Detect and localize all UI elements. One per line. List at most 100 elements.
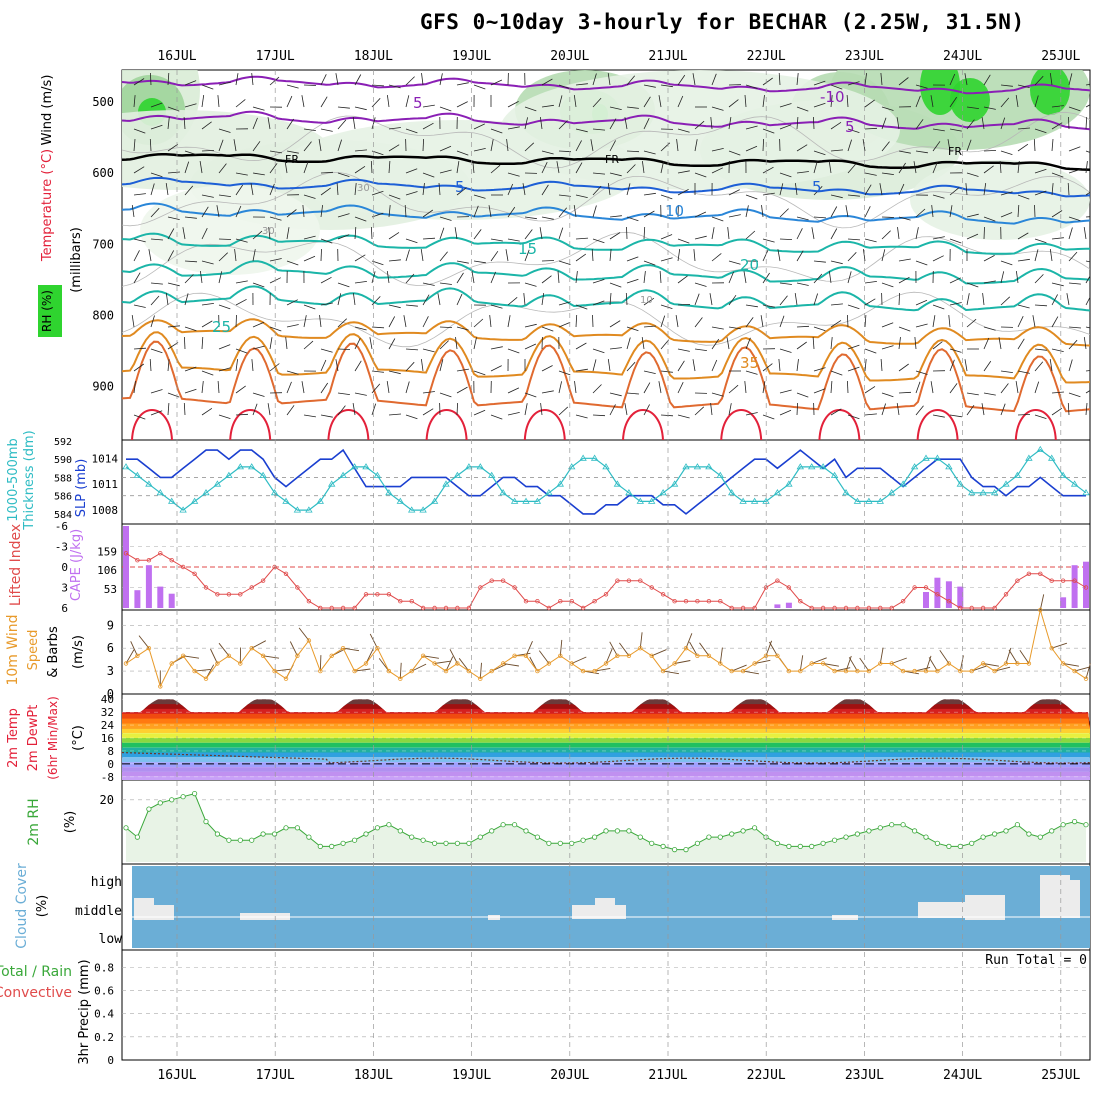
wind-barb (371, 403, 377, 416)
wind10-point (1038, 607, 1043, 613)
wind-barb (235, 172, 248, 176)
wind-barb (337, 405, 346, 416)
wind-barb (454, 227, 458, 240)
rh2m-point (831, 837, 838, 843)
slp-point (179, 506, 187, 513)
rh2m-point (169, 797, 175, 803)
slp-point (819, 463, 827, 470)
wind-barb (369, 337, 373, 350)
wind-barb (796, 171, 809, 174)
wind-barb (201, 150, 215, 152)
slp-point (556, 480, 565, 487)
wind-barb (218, 238, 232, 240)
wind-barb (575, 314, 578, 328)
wind-barb (218, 271, 223, 284)
rh2m-point (569, 840, 575, 846)
lifted-index-point (786, 585, 792, 590)
wind-barb (218, 367, 231, 372)
wind-barb (898, 216, 911, 221)
lifted-index-point (683, 599, 689, 604)
wind-barb (660, 304, 673, 309)
cape-bar (1071, 565, 1078, 608)
isotherm-3 (122, 176, 1090, 198)
li-tick: -3 (55, 541, 68, 554)
wind10-point (546, 661, 552, 666)
rh2m-point (706, 834, 712, 840)
cloud-block (595, 898, 615, 906)
panel-frame-thick (121, 439, 1091, 525)
wind10-point (409, 668, 414, 674)
slp-point (362, 463, 370, 470)
wind-barb (949, 238, 962, 244)
wind-barb (506, 139, 509, 152)
wind10-point (535, 668, 540, 674)
wind-barb (660, 161, 664, 174)
wind-barb (864, 413, 877, 416)
wind-barb (337, 392, 350, 395)
wind-barb (660, 414, 674, 417)
cape-tick: 106 (97, 564, 117, 577)
slp-point (693, 463, 702, 470)
wind-barb (983, 326, 996, 331)
rh2m-point (683, 846, 689, 853)
wind-barb (557, 270, 560, 284)
wind-barb (796, 392, 809, 398)
rh2m-point (489, 828, 495, 834)
wind-barb (777, 249, 781, 262)
wind-barb (830, 380, 833, 394)
wind-barb (286, 299, 298, 306)
wind10-point (249, 646, 254, 651)
wind-barb (490, 414, 503, 420)
wind-barb (575, 194, 588, 198)
wind-barb (745, 205, 749, 218)
wind-barb (981, 403, 985, 416)
wind-barb (284, 161, 288, 174)
wind-barb (490, 365, 502, 372)
wind-barb (218, 81, 231, 86)
wind-barb (677, 275, 688, 284)
wind-barb (881, 249, 886, 262)
date-label-top: 18JUL (354, 49, 393, 64)
dewpt2m-axis-label: 2m DewPt (26, 705, 41, 772)
wind-barb (507, 412, 520, 416)
wind-barb (337, 119, 347, 130)
wind-barb (301, 95, 305, 108)
slp-point (190, 497, 199, 504)
slp-line (125, 448, 1087, 511)
wind-barb (540, 117, 543, 130)
wind-barb (728, 117, 732, 130)
wind-barb (405, 361, 415, 372)
wind-barb (558, 406, 569, 416)
wind-barb (830, 337, 833, 350)
wind-barb (1085, 83, 1090, 86)
wind-barb (371, 383, 381, 394)
wind10-tick: 6 (107, 641, 114, 655)
thickness-slp-panel (122, 445, 1090, 515)
wind-barb (847, 163, 857, 174)
wind-barb (592, 73, 597, 86)
wind-barb (1051, 105, 1064, 108)
wind-barb (744, 94, 747, 108)
slp-point (270, 489, 279, 496)
wind-barb (319, 315, 322, 328)
wind-barb (983, 183, 987, 196)
lifted-index-point (409, 599, 414, 604)
lifted-index-point (580, 605, 586, 611)
slp-point (396, 497, 405, 504)
wind-barb (320, 302, 333, 306)
wind-barb (524, 216, 537, 220)
temp2m-tick: 0 (107, 758, 114, 771)
wind-barb (252, 172, 265, 176)
contour-label-12: 30 (357, 183, 370, 194)
date-label-top: 23JUL (845, 49, 884, 64)
wind-barb (150, 172, 163, 178)
cape-tick: 53 (104, 583, 117, 596)
wind10m-panel (122, 594, 1091, 689)
wind-barb (507, 101, 519, 108)
wind-barb (864, 314, 867, 328)
wind-barb (1085, 216, 1090, 218)
wind-barb (473, 194, 486, 199)
wind-barb (438, 182, 441, 196)
wind-barb (422, 316, 429, 328)
li-axis-label: Lifted Index (8, 524, 24, 606)
